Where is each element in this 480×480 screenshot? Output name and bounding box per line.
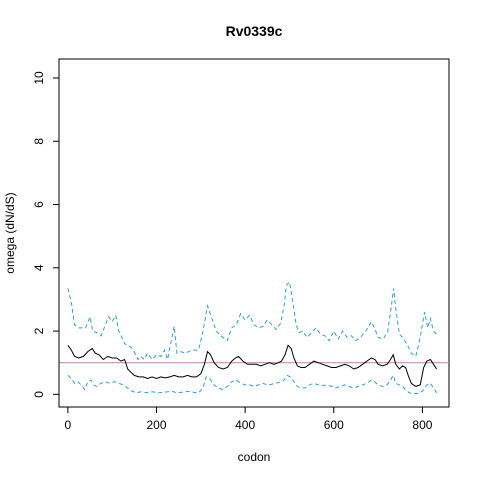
x-tick-label: 400	[235, 418, 255, 432]
y-tick-label: 4	[32, 264, 46, 271]
y-axis-label: omega (dN/dS)	[3, 192, 17, 273]
chart-title: Rv0339c	[226, 23, 283, 39]
y-tick-label: 8	[32, 138, 46, 145]
y-tick-label: 0	[32, 391, 46, 398]
y-tick-label: 6	[32, 201, 46, 208]
x-tick-label: 600	[324, 418, 344, 432]
x-axis-label: codon	[238, 450, 271, 464]
axes-layer: 0 200 400 600 800 0 2 4 6 8 10	[32, 71, 433, 432]
plot-frame	[58, 58, 450, 408]
series-layer	[59, 280, 449, 395]
x-tick-label: 200	[146, 418, 166, 432]
x-tick-label: 800	[412, 418, 432, 432]
y-tick-label: 2	[32, 327, 46, 334]
series-line-0	[67, 280, 437, 362]
series-line-2	[67, 374, 438, 395]
series-line-1	[67, 344, 438, 387]
y-tick-label: 10	[32, 71, 46, 85]
x-tick-label: 0	[65, 418, 72, 432]
